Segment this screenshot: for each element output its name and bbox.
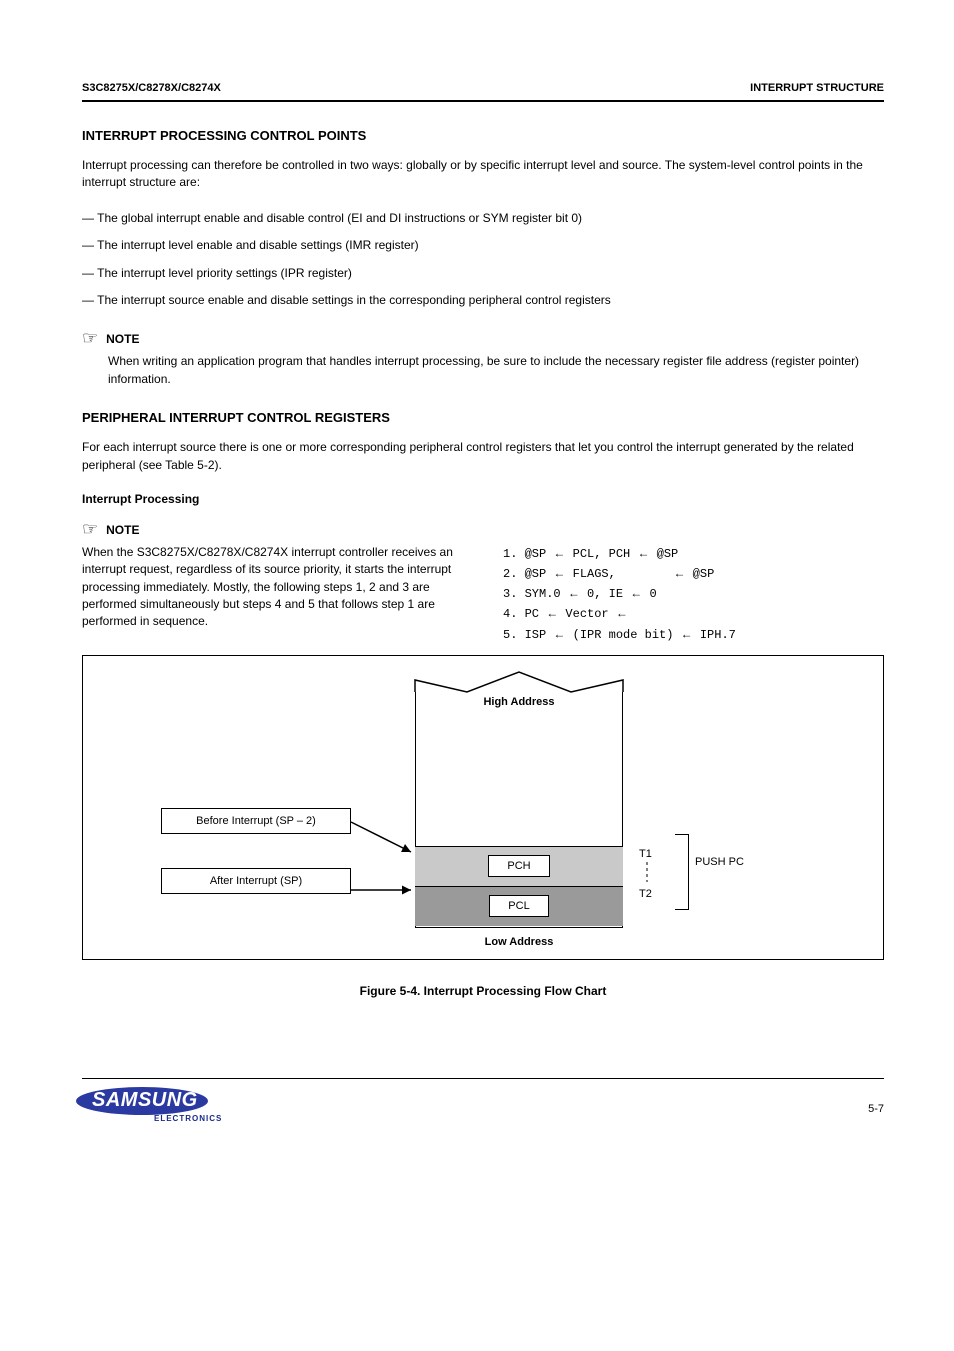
note-text-1: When writing an application program that… bbox=[108, 353, 884, 388]
stack-row-pcl: PCL bbox=[415, 886, 623, 926]
t2-label: T2 bbox=[639, 888, 652, 900]
arrow-top-icon bbox=[351, 822, 421, 858]
two-col-left: When the S3C8275X/C8278X/C8274X interrup… bbox=[82, 544, 463, 645]
code-line-0: 1. @SP ← PCL, PCH ← @SP bbox=[503, 544, 884, 564]
stack-row-pch: PCH bbox=[415, 846, 623, 886]
bracket-icon bbox=[675, 834, 689, 910]
code-line-3: 4. PC ← Vector ← bbox=[503, 604, 884, 624]
section2-heading: PERIPHERAL INTERRUPT CONTROL REGISTERS bbox=[82, 410, 884, 425]
footer-rule bbox=[82, 1078, 884, 1079]
pushpc-label: PUSH PC bbox=[695, 856, 744, 868]
logo-samsung-text: SAMSUNG bbox=[82, 1089, 222, 1112]
header-rule bbox=[82, 100, 884, 102]
note-label-1: NOTE bbox=[106, 329, 139, 346]
header-right: INTERRUPT STRUCTURE bbox=[750, 82, 884, 94]
figure-caption: Figure 5-4. Interrupt Processing Flow Ch… bbox=[82, 984, 884, 998]
code-line-4: 5. ISP ← (IPR mode bit) ← IPH.7 bbox=[503, 625, 884, 645]
code-line-2: 3. SYM.0 ← 0, IE ← 0 bbox=[503, 584, 884, 604]
arrow-bot-icon bbox=[351, 882, 421, 898]
two-column-block: When the S3C8275X/C8278X/C8274X interrup… bbox=[82, 544, 884, 645]
section1-heading: INTERRUPT PROCESSING CONTROL POINTS bbox=[82, 128, 884, 143]
pch-label: PCH bbox=[488, 855, 549, 877]
section2-subhead: Interrupt Processing bbox=[82, 492, 884, 506]
section1-bullet-2: — The interrupt level priority settings … bbox=[82, 265, 884, 282]
page-number: 5-7 bbox=[868, 1089, 884, 1115]
logo-electronics-text: ELECTRONICS bbox=[154, 1114, 222, 1123]
page-header: S3C8275X/C8278X/C8274X INTERRUPT STRUCTU… bbox=[82, 82, 884, 94]
section1-bullet-0: — The global interrupt enable and disabl… bbox=[82, 210, 884, 227]
footer: SAMSUNG ELECTRONICS 5-7 bbox=[82, 1089, 884, 1123]
note-row-2: ☞ NOTE bbox=[82, 520, 884, 538]
stack-diagram: High Address PCH PCL Low Address bbox=[415, 670, 623, 928]
after-interrupt-label: After Interrupt (SP) bbox=[161, 868, 351, 894]
note-row-1: ☞ NOTE bbox=[82, 329, 884, 347]
section1-bullet-3: — The interrupt source enable and disabl… bbox=[82, 292, 884, 309]
pcl-label: PCL bbox=[489, 895, 548, 917]
hand-point-icon: ☞ bbox=[82, 520, 98, 538]
t1-label: T1 bbox=[639, 848, 652, 860]
samsung-logo: SAMSUNG ELECTRONICS bbox=[82, 1089, 222, 1123]
section2-para: For each interrupt source there is one o… bbox=[82, 439, 884, 474]
section1-para: Interrupt processing can therefore be co… bbox=[82, 157, 884, 192]
header-left: S3C8275X/C8278X/C8274X bbox=[82, 82, 221, 94]
before-interrupt-label: Before Interrupt (SP – 2) bbox=[161, 808, 351, 834]
figure-5-4: High Address PCH PCL Low Address Before … bbox=[82, 655, 884, 960]
section1-bullet-1: — The interrupt level enable and disable… bbox=[82, 237, 884, 254]
high-address-label: High Address bbox=[415, 696, 623, 708]
dashed-sep-icon bbox=[639, 862, 655, 882]
two-col-right: 1. @SP ← PCL, PCH ← @SP 2. @SP ← FLAGS, … bbox=[503, 544, 884, 645]
note-label-2: NOTE bbox=[106, 520, 139, 537]
low-address-label: Low Address bbox=[415, 936, 623, 948]
page-root: S3C8275X/C8278X/C8274X INTERRUPT STRUCTU… bbox=[0, 0, 954, 1351]
code-line-1: 2. @SP ← FLAGS, ← @SP bbox=[503, 564, 884, 584]
hand-point-icon: ☞ bbox=[82, 329, 98, 347]
